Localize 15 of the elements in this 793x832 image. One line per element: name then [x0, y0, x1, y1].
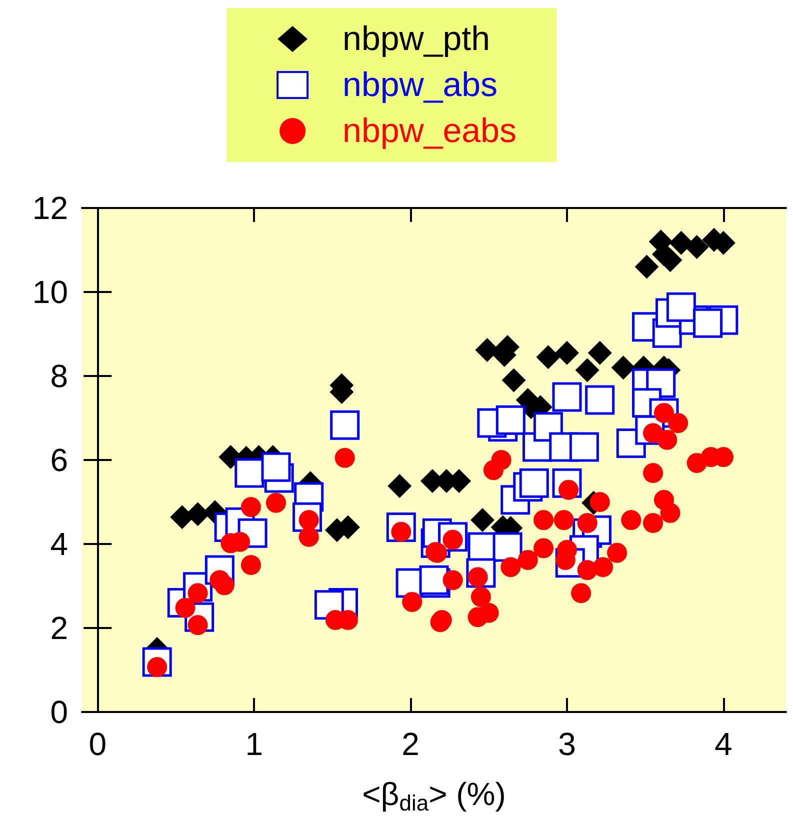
legend-label: nbpw_eabs	[342, 112, 516, 150]
x-tick-label: 1	[245, 726, 263, 762]
y-tick-label: 4	[50, 526, 68, 562]
y-tick-label: 10	[32, 274, 68, 310]
y-tick-label: 2	[50, 610, 68, 646]
x-tick-label: 2	[402, 726, 420, 762]
x-tick-label: 4	[714, 726, 732, 762]
y-tick-label: 6	[50, 442, 68, 478]
y-tick-label: 8	[50, 358, 68, 394]
legend-label: nbpw_pth	[342, 20, 490, 58]
y-tick-label: 0	[50, 694, 68, 730]
x-tick-label: 3	[558, 726, 576, 762]
x-tick-label: 0	[88, 726, 107, 762]
legend-label: nbpw_abs	[342, 66, 498, 104]
y-tick-label: 12	[32, 190, 68, 226]
